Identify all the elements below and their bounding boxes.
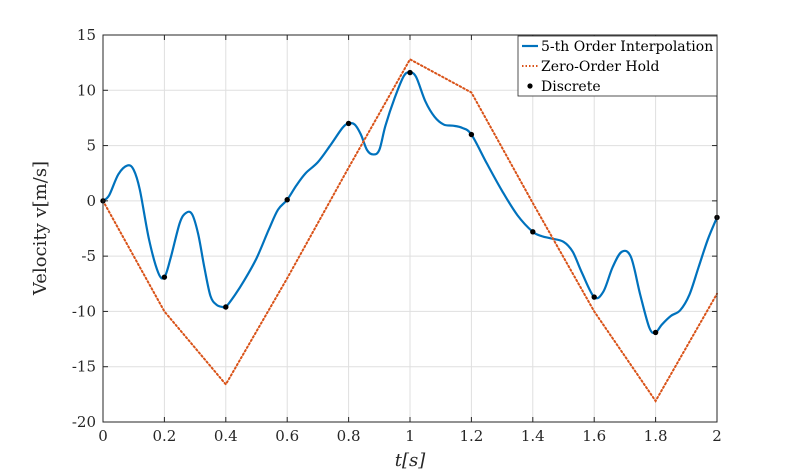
ticks: 0 0.2 0.4 0.6 0.8 1 1.2 1.4 1.6 1.8 2 -20 -15 -10 -5 0 5…	[72, 26, 722, 445]
x-tick-label: 0.6	[275, 427, 299, 445]
y-tick-label: -5	[81, 247, 96, 265]
legend-label-zoh: Zero-Order Hold	[541, 59, 660, 75]
x-tick-label: 1.4	[521, 427, 545, 445]
discrete-point	[161, 274, 168, 280]
x-tick-label: 0.8	[337, 427, 361, 445]
series-line-interpolation	[102, 71, 719, 335]
x-tick-label: 1.8	[644, 427, 668, 445]
x-tick-label: 1.2	[459, 427, 483, 445]
legend: 5-th Order Interpolation Zero-Order Hold…	[517, 35, 718, 97]
discrete-point	[223, 304, 229, 310]
x-tick-label: 1.6	[582, 427, 606, 445]
series-line-zero-order-hold	[102, 57, 718, 403]
y-tick-label: -15	[72, 358, 96, 376]
y-tick-label: 0	[86, 192, 96, 210]
x-axis-label: t[s]	[395, 450, 426, 471]
discrete-point	[652, 329, 659, 336]
discrete-point	[591, 294, 597, 300]
discrete-point	[345, 120, 352, 127]
legend-box	[517, 35, 718, 97]
x-tick-label: 0	[98, 427, 108, 445]
x-tick-label: 2	[712, 427, 722, 445]
y-tick-label: -10	[72, 302, 96, 320]
legend-swatch-discrete	[527, 83, 533, 89]
y-tick-label: -20	[72, 413, 96, 431]
y-tick-label: 10	[77, 81, 96, 99]
x-tick-label: 0.4	[214, 427, 238, 445]
x-tick-label: 0.2	[152, 427, 176, 445]
discrete-point	[407, 69, 413, 76]
y-tick-label: 15	[77, 26, 96, 44]
discrete-point	[284, 197, 290, 203]
legend-label-discrete: Discrete	[541, 79, 601, 95]
legend-label-interpolation: 5-th Order Interpolation	[541, 39, 713, 55]
discrete-point	[468, 131, 475, 138]
x-tick-label: 1	[405, 427, 415, 445]
y-axis-label: Velocity v[m/s]	[30, 161, 51, 296]
y-tick-label: 5	[86, 137, 96, 155]
discrete-point	[530, 229, 536, 235]
